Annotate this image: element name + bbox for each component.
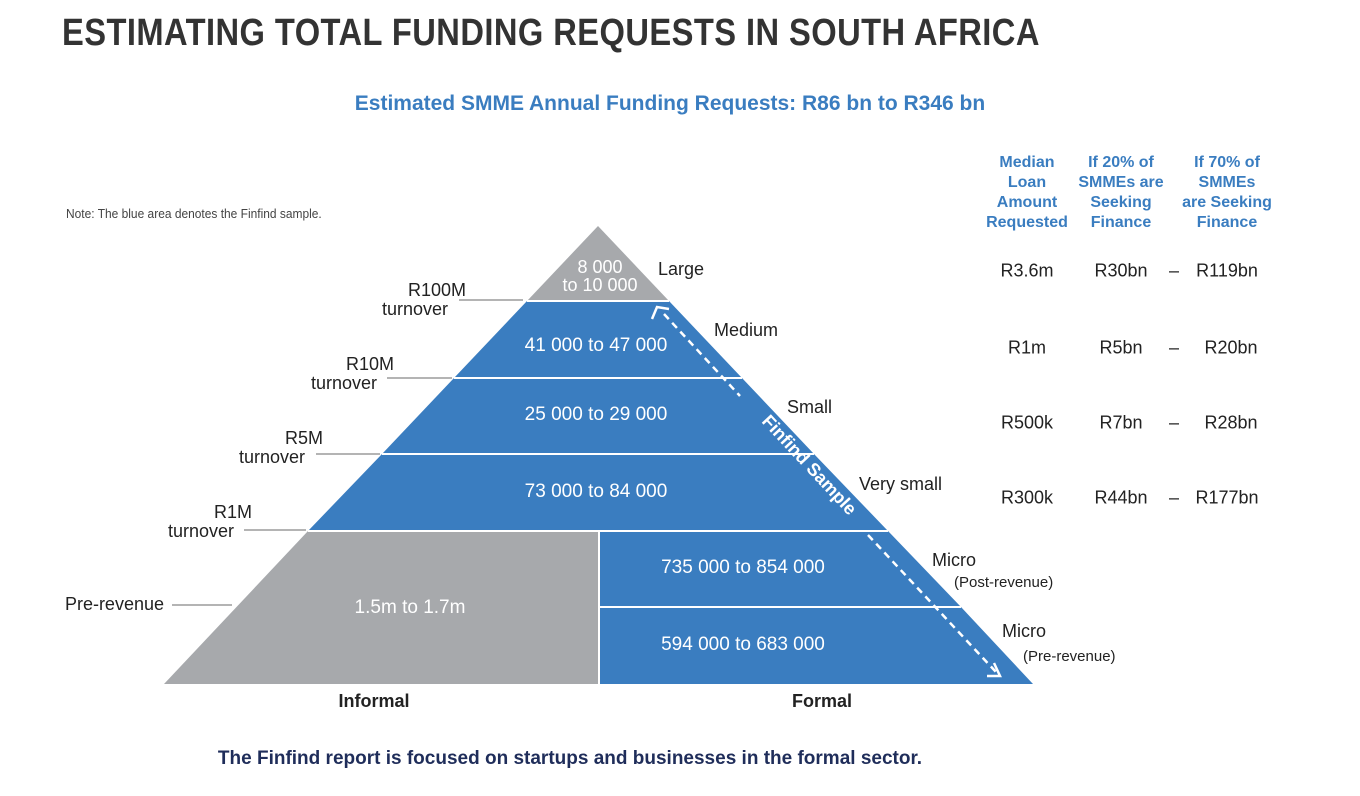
tier-micro-post-sublabel: (Post-revenue) — [954, 574, 1053, 591]
low-cell: R5bn — [1099, 337, 1143, 358]
tier-medium-range: 41 000 to 47 000 — [525, 335, 668, 356]
footer-note: The Finfind report is focused on startup… — [217, 748, 923, 769]
low-cell: R44bn — [1094, 487, 1148, 508]
threshold-leader-lines — [172, 299, 523, 606]
finfind-sample-arrow — [650, 305, 1002, 678]
threshold-r1m-line2: turnover — [168, 521, 234, 541]
tier-micro-post-shape — [599, 531, 961, 607]
tier-very-small-label: Very small — [859, 474, 942, 494]
tier-micro-pre-range: 594 000 to 683 000 — [661, 634, 825, 655]
threshold-pre-revenue: Pre-revenue — [65, 594, 164, 614]
tier-large-range-line2: to 10 000 — [562, 275, 637, 295]
tier-micro-pre-label: Micro — [1002, 621, 1046, 641]
threshold-r100m-line1: R100M — [408, 280, 466, 300]
median-cell: R300k — [1000, 487, 1054, 508]
informal-shape — [164, 531, 599, 684]
high-cell: R119bn — [1196, 260, 1258, 281]
range-dash: – — [1168, 412, 1180, 433]
high-cell: R20bn — [1204, 337, 1258, 358]
tier-micro-post-range: 735 000 to 854 000 — [661, 557, 825, 578]
tier-small-range: 25 000 to 29 000 — [525, 404, 668, 425]
median-cell: R1m — [1007, 337, 1047, 358]
sample-note: Note: The blue area denotes the Finfind … — [66, 206, 322, 221]
tier-medium-shape — [454, 301, 742, 378]
tier-medium-label: Medium — [714, 320, 778, 340]
col-header-20pct: If 20% of SMMEs are Seeking Finance — [1078, 154, 1164, 231]
col-header-70pct: If 70% of SMMEs are Seeking Finance — [1182, 154, 1272, 231]
tier-very-small-shape — [308, 454, 888, 531]
low-cell: R30bn — [1094, 260, 1148, 281]
tier-micro-post-label: Micro — [932, 550, 976, 570]
threshold-r5m-line1: R5M — [285, 428, 323, 448]
threshold-r1m-line1: R1M — [214, 502, 252, 522]
threshold-r100m-line2: turnover — [382, 299, 448, 319]
tier-large-shape — [527, 226, 669, 301]
high-cell: R28bn — [1204, 412, 1258, 433]
median-cell: R3.6m — [1000, 260, 1054, 281]
low-cell: R7bn — [1099, 412, 1143, 433]
tier-large-label: Large — [658, 259, 704, 279]
page-title: ESTIMATING TOTAL FUNDING REQUESTS IN SOU… — [62, 12, 1040, 54]
chart-subtitle: Estimated SMME Annual Funding Requests: … — [354, 92, 986, 115]
tier-very-small-range: 73 000 to 84 000 — [525, 481, 668, 502]
tier-micro-pre-shape — [599, 607, 1033, 684]
informal-range: 1.5m to 1.7m — [355, 597, 466, 618]
tier-large-range-line1: 8 000 — [577, 257, 622, 277]
tier-small-label: Small — [787, 397, 832, 417]
high-cell: R177bn — [1195, 487, 1259, 508]
range-dash: – — [1168, 260, 1180, 281]
range-dash: – — [1168, 337, 1180, 358]
threshold-r10m-line1: R10M — [346, 354, 394, 374]
tier-micro-pre-sublabel: (Pre-revenue) — [1023, 648, 1116, 665]
range-dash: – — [1168, 487, 1180, 508]
threshold-r10m-line2: turnover — [311, 373, 377, 393]
col-header-median: Median Loan Amount Requested — [986, 154, 1068, 231]
x-label-formal: Formal — [792, 691, 852, 711]
tier-small-shape — [382, 378, 814, 454]
x-label-informal: Informal — [338, 691, 409, 711]
tier-dividers — [308, 300, 961, 684]
median-cell: R500k — [1000, 412, 1054, 433]
threshold-r5m-line2: turnover — [239, 447, 305, 467]
